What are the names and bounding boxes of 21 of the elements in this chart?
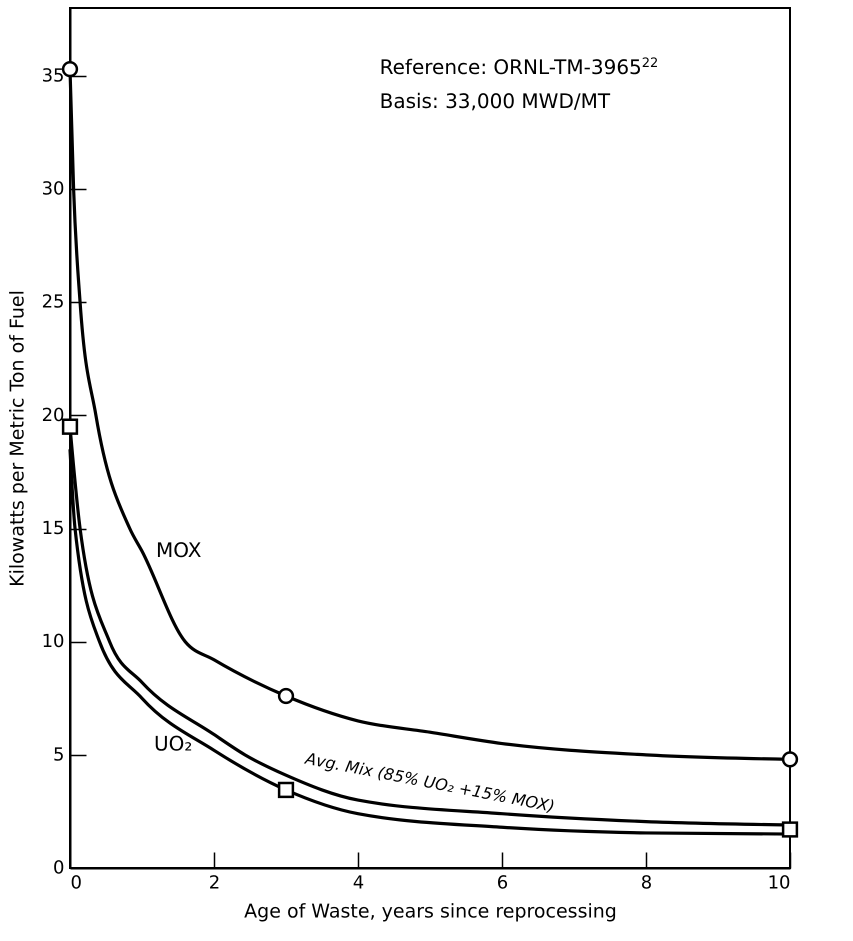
y-tick-label: 15: [42, 518, 64, 540]
x-tick-label: 0: [70, 872, 82, 894]
y-tick-label: 5: [53, 744, 64, 766]
y-tick-label: 20: [42, 404, 64, 426]
y-axis-title: Kilowatts per Metric Ton of Fuel: [6, 290, 29, 587]
y-tick-label: 25: [42, 292, 64, 313]
series-label: UO₂: [154, 731, 192, 756]
y-tick-label: 35: [42, 65, 64, 86]
x-tick-label: 8: [640, 872, 652, 894]
y-tick-label: 10: [42, 631, 64, 652]
x-tick-label: 4: [352, 872, 364, 894]
x-tick-label: 10: [768, 872, 790, 894]
text: Avg. Mix (85% UO₂ +15% MOX): [302, 748, 556, 816]
x-axis-title: Age of Waste, years since reprocessing: [244, 900, 617, 922]
y-tick-label: 0: [53, 858, 64, 878]
x-tick-label: 6: [496, 872, 508, 894]
annotation: Basis: 33,000 MWD/MT: [380, 89, 611, 114]
x-tick-label: 2: [208, 872, 220, 894]
annotation: Reference: ORNL-TM-3965$^{22}$: [380, 55, 658, 80]
y-tick-label: 30: [42, 178, 64, 200]
series-label: MOX: [156, 538, 202, 562]
